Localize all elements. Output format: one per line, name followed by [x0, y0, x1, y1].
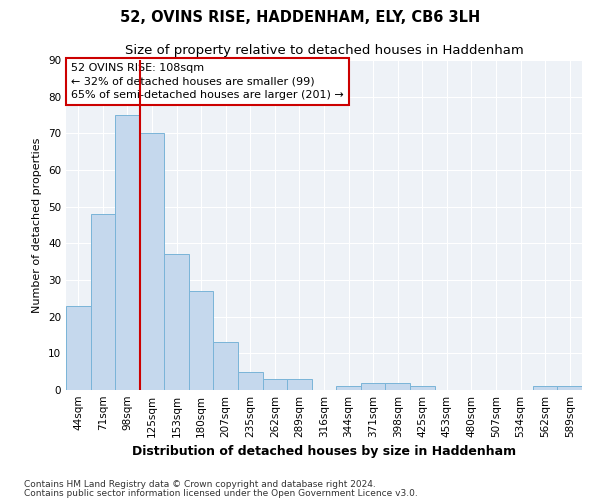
- Text: Contains public sector information licensed under the Open Government Licence v3: Contains public sector information licen…: [24, 488, 418, 498]
- Bar: [385, 382, 410, 390]
- Bar: [115, 115, 140, 390]
- Bar: [189, 291, 214, 390]
- Title: Size of property relative to detached houses in Haddenham: Size of property relative to detached ho…: [125, 44, 523, 58]
- Bar: [410, 386, 434, 390]
- Bar: [238, 372, 263, 390]
- Bar: [66, 306, 91, 390]
- Text: 52 OVINS RISE: 108sqm
← 32% of detached houses are smaller (99)
65% of semi-deta: 52 OVINS RISE: 108sqm ← 32% of detached …: [71, 64, 344, 100]
- Bar: [336, 386, 361, 390]
- Bar: [533, 386, 557, 390]
- Bar: [140, 134, 164, 390]
- Text: 52, OVINS RISE, HADDENHAM, ELY, CB6 3LH: 52, OVINS RISE, HADDENHAM, ELY, CB6 3LH: [120, 10, 480, 25]
- X-axis label: Distribution of detached houses by size in Haddenham: Distribution of detached houses by size …: [132, 446, 516, 458]
- Bar: [557, 386, 582, 390]
- Bar: [214, 342, 238, 390]
- Y-axis label: Number of detached properties: Number of detached properties: [32, 138, 43, 312]
- Bar: [361, 382, 385, 390]
- Bar: [164, 254, 189, 390]
- Text: Contains HM Land Registry data © Crown copyright and database right 2024.: Contains HM Land Registry data © Crown c…: [24, 480, 376, 489]
- Bar: [287, 379, 312, 390]
- Bar: [263, 379, 287, 390]
- Bar: [91, 214, 115, 390]
